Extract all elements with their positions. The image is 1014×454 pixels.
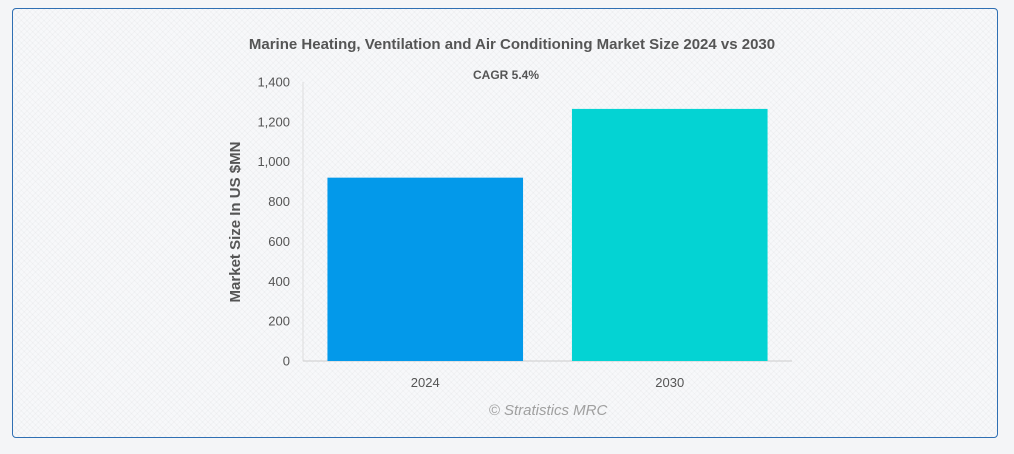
- y-tick-label: 1,000: [257, 154, 290, 169]
- y-axis-label: Market Size In US $MN: [227, 142, 244, 303]
- y-tick-label: 600: [268, 234, 290, 249]
- x-tick-label: 2024: [411, 375, 440, 390]
- chart-title: Marine Heating, Ventilation and Air Cond…: [249, 36, 775, 53]
- y-tick-label: 400: [268, 274, 290, 289]
- chart-subtitle: CAGR 5.4%: [473, 68, 539, 82]
- bar-2024: [327, 177, 524, 361]
- y-axis-ticks: 0 200 400 600 800 1,000 1,200 1,400: [257, 75, 290, 369]
- y-tick-label: 1,200: [257, 114, 290, 129]
- y-tick-label: 800: [268, 194, 290, 209]
- bar-2030: [571, 108, 768, 362]
- watermark: © Stratistics MRC: [489, 402, 608, 419]
- y-tick-label: 0: [283, 354, 290, 369]
- bar-series: [327, 108, 768, 362]
- x-tick-label: 2030: [655, 375, 684, 390]
- x-axis-ticks: 2024 2030: [411, 375, 684, 390]
- y-tick-label: 1,400: [257, 75, 290, 90]
- y-tick-label: 200: [268, 314, 290, 329]
